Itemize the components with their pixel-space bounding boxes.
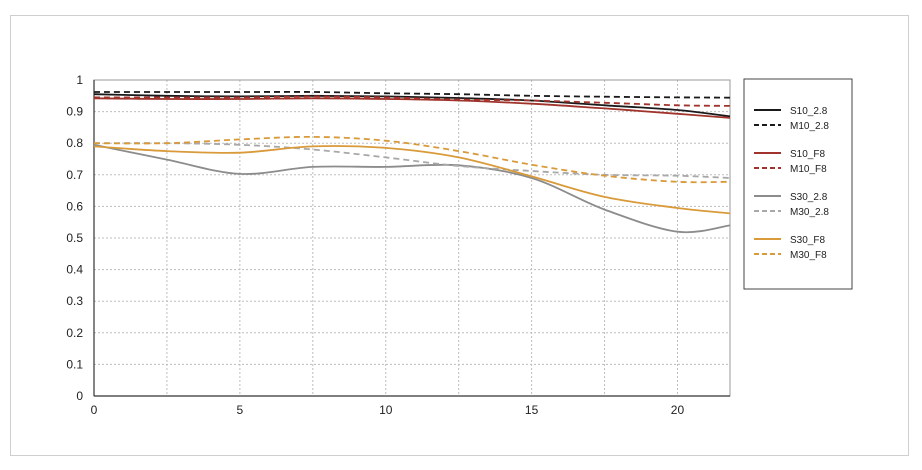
y-tick-label: 0.4	[66, 263, 83, 277]
series-line-m10-f8	[94, 95, 730, 107]
legend-label: S10_2.8	[790, 106, 828, 117]
y-tick-label: 0.9	[66, 105, 83, 119]
y-tick-label: 0.8	[66, 136, 83, 150]
y-tick-label: 0.7	[66, 168, 83, 182]
x-tick-label: 20	[671, 403, 685, 417]
legend-label: M30_F8	[790, 250, 827, 261]
series-line-s10-2-8	[94, 93, 730, 118]
legend-label: M10_2.8	[790, 121, 829, 132]
y-tick-label: 0.5	[66, 231, 83, 245]
legend-label: M30_2.8	[790, 207, 829, 218]
series-lines	[94, 91, 730, 234]
y-tick-label: 0	[76, 389, 83, 403]
series-line-m30-2-8	[94, 142, 730, 179]
x-tick-label: 15	[525, 403, 539, 417]
y-tick-label: 0.1	[66, 357, 83, 371]
y-tick-label: 0.3	[66, 294, 83, 308]
series-line-s30-f8	[94, 145, 730, 215]
mtf-line-chart: 00.10.20.30.40.50.60.70.80.910 5 10 15 20S10…	[66, 73, 853, 417]
legend-label: M10_F8	[790, 164, 827, 175]
legend-label: S30_F8	[790, 235, 825, 246]
y-tick-label: 0.6	[66, 199, 83, 213]
legend-label: S10_F8	[790, 149, 825, 160]
legend-label: S30_2.8	[790, 192, 828, 203]
series-line-m10-2-8	[94, 91, 730, 99]
grid-lines	[94, 79, 730, 396]
series-line-s30-2-8	[94, 143, 730, 234]
chart-frame: 0 0.1 0.2 0.3 0.4 0.5 0.6 0.7 0.8 0.9 1 0 5 10 15 20 S10…	[10, 15, 909, 456]
series-line-m30-f8	[94, 135, 730, 184]
y-tick-label: 1	[76, 73, 83, 87]
x-tick-label: 5	[237, 403, 244, 417]
x-tick-label: 0	[91, 403, 98, 417]
x-tick-label: 10	[379, 403, 393, 417]
series-line-s10-f8	[94, 97, 730, 119]
y-tick-label: 0.2	[66, 326, 83, 340]
